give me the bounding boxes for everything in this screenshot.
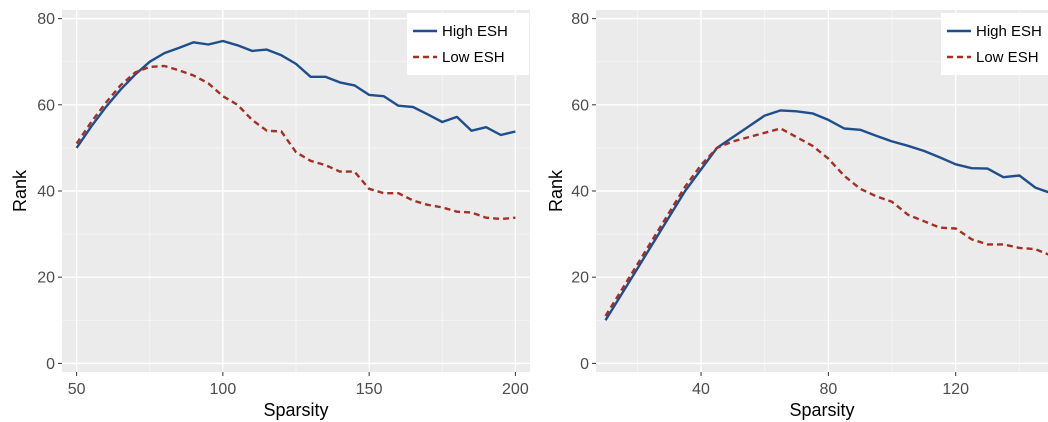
x-tick-label: 150 (356, 381, 383, 398)
x-tick-label: 200 (502, 381, 529, 398)
legend-box (941, 13, 1048, 75)
chart-panel-2: 0 20 40 60 80 40 80 120 Sparsity Rank High ESH Low … (546, 10, 1048, 420)
y-tick-label: 40 (571, 184, 589, 201)
x-tick-label: 80 (819, 381, 837, 398)
y-axis-title: Rank (546, 169, 566, 212)
y-tick-label: 80 (571, 11, 589, 28)
series-line-high-esh (604, 109, 1048, 321)
y-tick-label: 20 (37, 270, 55, 287)
y-tick-label: 40 (37, 184, 55, 201)
legend-label: Low ESH (442, 49, 505, 66)
major-grid (596, 10, 1048, 372)
x-tick-label: 100 (210, 381, 237, 398)
y-tick-label: 0 (580, 356, 589, 373)
x-axis-title: Sparsity (263, 400, 328, 420)
x-tick-label: 120 (942, 381, 969, 398)
x-axis-title: Sparsity (789, 400, 854, 420)
chart-panel-1: 0 20 40 60 80 50 100 150 200 Sparsity Rank High ESH… (10, 10, 530, 420)
y-axis-title: Rank (10, 169, 30, 212)
y-tick-label: 20 (571, 270, 589, 287)
x-tick-label: 50 (68, 381, 86, 398)
legend: High ESH Low ESH (407, 13, 529, 75)
y-tick-label: 0 (46, 356, 55, 373)
legend-label: High ESH (976, 23, 1042, 40)
legend: High ESH Low ESH (941, 13, 1048, 75)
series-line-low-esh (604, 127, 1048, 317)
y-tick-label: 60 (37, 97, 55, 114)
series-group (75, 39, 516, 221)
x-tick-label: 40 (692, 381, 710, 398)
legend-box (407, 13, 529, 75)
y-tick-label: 60 (571, 97, 589, 114)
y-tick-label: 80 (37, 11, 55, 28)
series-line-low-esh (75, 64, 516, 221)
series-line-high-esh (75, 39, 516, 149)
legend-label: High ESH (442, 23, 508, 40)
series-group (604, 109, 1048, 321)
legend-label: Low ESH (976, 49, 1039, 66)
